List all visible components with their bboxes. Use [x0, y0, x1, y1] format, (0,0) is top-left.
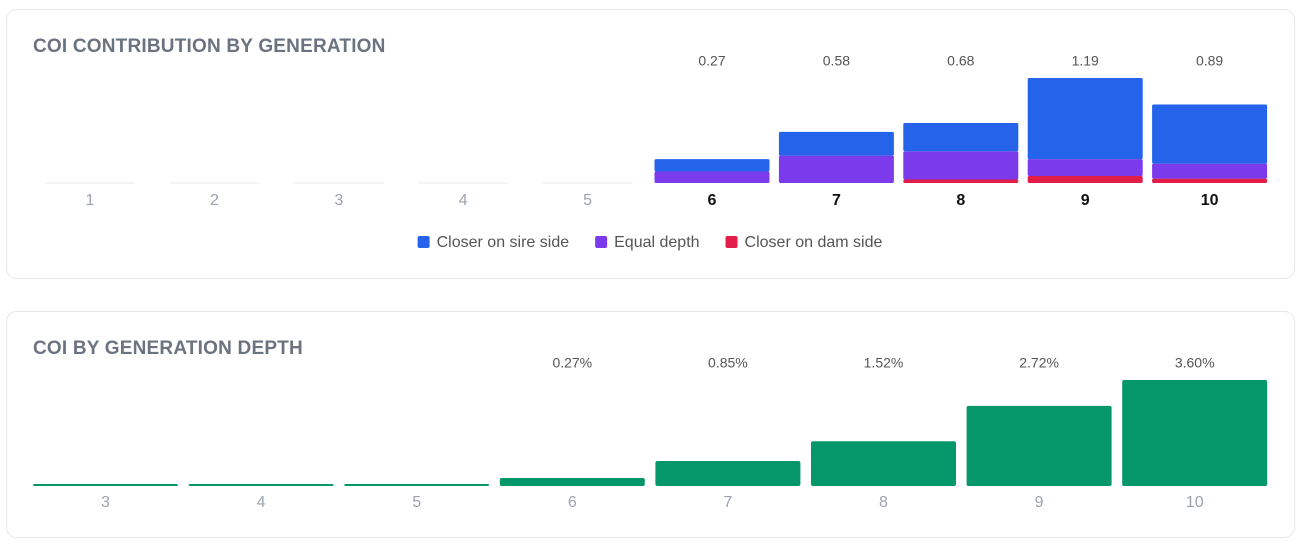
x-tick-label: 8 — [879, 494, 888, 511]
value-label: 0.89 — [1196, 53, 1223, 69]
value-label: 0.58 — [823, 53, 850, 69]
value-label: 0.68 — [947, 53, 974, 69]
bar — [655, 460, 801, 486]
value-label: 0.85% — [708, 355, 748, 371]
x-tick-label: 4 — [257, 494, 266, 511]
value-label: 2.72% — [1019, 355, 1059, 371]
x-tick-label: 7 — [723, 494, 732, 511]
bar — [188, 484, 334, 486]
bar-segment — [654, 159, 770, 172]
x-tick-label: 5 — [412, 494, 421, 511]
bar-segment — [778, 155, 894, 183]
bar-segment — [903, 151, 1019, 180]
x-tick-label: 9 — [1035, 494, 1044, 511]
chart-title: COI BY GENERATION DEPTH — [33, 338, 303, 359]
value-label: 0.27 — [698, 53, 725, 69]
x-tick-label: 7 — [832, 192, 841, 209]
bar — [344, 484, 490, 486]
bar-segment — [778, 131, 894, 156]
x-tick-label: 6 — [568, 494, 577, 511]
legend-swatch — [417, 236, 430, 248]
x-tick-label: 2 — [210, 192, 219, 209]
bar-segment — [1027, 175, 1143, 183]
bar-segment — [1152, 163, 1268, 179]
x-tick-label: 10 — [1201, 192, 1219, 209]
legend-label: Equal depth — [614, 234, 699, 251]
x-tick-label: 4 — [459, 192, 468, 209]
legend-swatch — [725, 236, 738, 248]
bar-segment — [903, 179, 1019, 183]
value-label: 3.60% — [1175, 355, 1215, 371]
bar — [811, 441, 956, 486]
bar-segment — [1152, 104, 1268, 164]
bar-segment — [654, 171, 770, 183]
bar — [1122, 380, 1268, 486]
legend-swatch — [595, 236, 608, 248]
legend-label: Closer on sire side — [437, 234, 570, 251]
legend: Closer on sire side Equal depth Closer on … — [417, 234, 883, 251]
x-tick-label: 9 — [1081, 192, 1090, 209]
value-label: 1.52% — [864, 355, 904, 371]
x-tick-label: 5 — [583, 192, 592, 209]
bar — [499, 478, 645, 486]
x-tick-label: 10 — [1186, 494, 1204, 511]
x-tick-label: 3 — [101, 494, 110, 511]
x-tick-label: 1 — [86, 192, 95, 209]
bar-segment — [1152, 178, 1268, 183]
x-tick-label: 8 — [956, 192, 965, 209]
value-label: 1.19 — [1072, 53, 1099, 69]
bar — [33, 484, 178, 486]
bar — [966, 405, 1112, 486]
chart-title: COI CONTRIBUTION BY GENERATION — [33, 36, 386, 57]
bar-segment — [1027, 78, 1143, 160]
bar-segment — [903, 123, 1019, 152]
x-tick-label: 3 — [334, 192, 343, 209]
x-tick-label: 6 — [708, 192, 717, 209]
card — [6, 9, 1295, 279]
value-label: 0.27% — [552, 355, 592, 371]
bar-segment — [1027, 159, 1143, 176]
legend-label: Closer on dam side — [745, 234, 883, 251]
